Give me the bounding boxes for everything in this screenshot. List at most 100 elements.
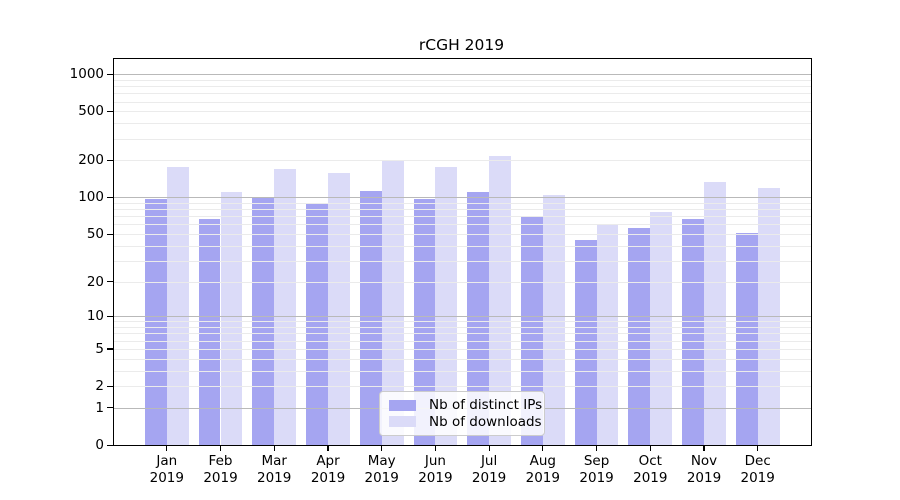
bar-distinct-ips xyxy=(252,197,275,445)
y-tick-label: 20 xyxy=(86,273,104,290)
y-tick-label: 1000 xyxy=(69,66,104,83)
gridline-minor xyxy=(114,216,811,218)
gridline-minor xyxy=(114,386,811,388)
y-tick-label: 5 xyxy=(95,340,104,357)
bar-downloads xyxy=(328,173,350,445)
y-tick-label: 10 xyxy=(86,308,104,325)
gridline-minor xyxy=(114,348,811,350)
gridline-minor xyxy=(114,358,811,360)
y-tick-mark xyxy=(107,159,113,162)
x-tick-label: Aug 2019 xyxy=(525,453,560,486)
gridline-major xyxy=(114,316,811,318)
y-tick-mark xyxy=(107,233,113,235)
gridline-minor xyxy=(114,370,811,372)
gridline-major xyxy=(114,74,811,76)
x-tick-mark xyxy=(166,445,168,451)
bar-downloads xyxy=(542,194,565,445)
bar-distinct-ips xyxy=(306,203,328,445)
bar-downloads xyxy=(220,192,243,445)
bar-distinct-ips xyxy=(359,190,382,445)
bar-distinct-ips xyxy=(682,218,704,445)
x-tick-mark xyxy=(703,445,705,451)
x-tick-label: May 2019 xyxy=(364,453,399,486)
x-tick-mark xyxy=(596,445,598,451)
gridline-minor xyxy=(114,245,811,247)
gridline-minor xyxy=(114,138,811,140)
x-tick-label: Apr 2019 xyxy=(310,453,346,486)
y-tick-mark xyxy=(107,444,113,446)
x-tick-label: Mar 2019 xyxy=(257,453,292,486)
bar-distinct-ips xyxy=(735,233,758,445)
gridline-minor xyxy=(114,224,811,226)
legend-swatch-downloads xyxy=(389,416,416,428)
gridline-minor xyxy=(114,340,811,342)
bar-distinct-ips xyxy=(520,216,543,445)
gridline-minor xyxy=(114,321,811,323)
bar-downloads xyxy=(274,168,297,445)
y-tick-mark xyxy=(107,196,113,199)
x-tick-mark xyxy=(434,445,436,451)
chart-title: rCGH 2019 xyxy=(418,36,505,54)
x-tick-label: Sep 2019 xyxy=(579,453,614,486)
gridline-minor xyxy=(114,111,811,113)
y-tick-label: 500 xyxy=(78,103,104,120)
bar-downloads xyxy=(489,156,511,445)
y-tick-mark xyxy=(107,385,113,387)
bar-downloads xyxy=(704,181,726,445)
x-tick-label: Feb 2019 xyxy=(203,453,238,486)
gridline-minor xyxy=(114,327,811,329)
y-tick-mark xyxy=(107,315,113,317)
x-tick-label: Nov 2019 xyxy=(686,453,722,486)
gridline-minor xyxy=(114,203,811,204)
gridline-minor xyxy=(114,79,811,81)
y-tick-label: 200 xyxy=(78,152,104,169)
gridline-major xyxy=(114,197,811,199)
y-tick-mark xyxy=(107,73,113,75)
x-tick-mark xyxy=(542,445,544,451)
gridline-minor xyxy=(114,123,811,125)
x-tick-label: Jan 2019 xyxy=(149,453,184,486)
y-tick-mark xyxy=(107,110,113,113)
y-tick-mark xyxy=(107,348,113,350)
bar-downloads xyxy=(650,211,673,445)
y-tick-label: 100 xyxy=(78,189,104,206)
gridline-minor xyxy=(114,160,811,162)
bar-downloads xyxy=(166,167,189,445)
x-tick-mark xyxy=(219,445,222,451)
legend-label-downloads: Nb of downloads xyxy=(429,413,542,430)
y-tick-mark xyxy=(107,281,113,283)
bar-distinct-ips xyxy=(574,239,597,445)
y-tick-mark xyxy=(107,407,113,409)
x-tick-mark xyxy=(757,445,759,451)
gridline-minor xyxy=(114,101,811,103)
bar-distinct-ips xyxy=(467,192,490,445)
x-tick-label: Jun 2019 xyxy=(418,453,453,486)
x-tick-mark xyxy=(381,445,383,451)
gridline-minor xyxy=(114,281,811,283)
legend-label-distinct-ips: Nb of distinct IPs xyxy=(429,397,543,414)
plot-area: 0 1 2 5 10 20 50 100 200 500 1000 Jan 2019 Feb 2019 Mar… xyxy=(70,58,812,486)
x-tick-label: Jul 2019 xyxy=(471,453,507,486)
gridline-minor xyxy=(114,333,811,335)
gridline-minor xyxy=(114,209,811,211)
x-tick-label: Dec 2019 xyxy=(740,453,775,486)
y-tick-label: 0 xyxy=(95,437,104,453)
bar-downloads xyxy=(381,160,404,445)
x-tick-mark xyxy=(649,445,651,451)
x-tick-label: Oct 2019 xyxy=(633,453,668,486)
gridline-minor xyxy=(114,234,811,235)
gridline-minor xyxy=(114,93,811,95)
gridline-minor xyxy=(114,260,811,262)
y-tick-label: 50 xyxy=(86,226,104,242)
x-tick-mark xyxy=(327,445,329,451)
legend-item-distinct-ips: Nb of distinct IPs xyxy=(389,397,542,414)
gridline-minor xyxy=(114,86,811,88)
legend-item-downloads: Nb of downloads xyxy=(389,414,542,431)
legend: Nb of distinct IPs Nb of downloads xyxy=(379,391,545,436)
y-tick-label: 2 xyxy=(95,378,104,395)
x-tick-mark xyxy=(273,445,275,451)
bar-downloads xyxy=(435,167,458,445)
bar-distinct-ips xyxy=(198,219,221,445)
x-tick-mark xyxy=(488,445,490,451)
